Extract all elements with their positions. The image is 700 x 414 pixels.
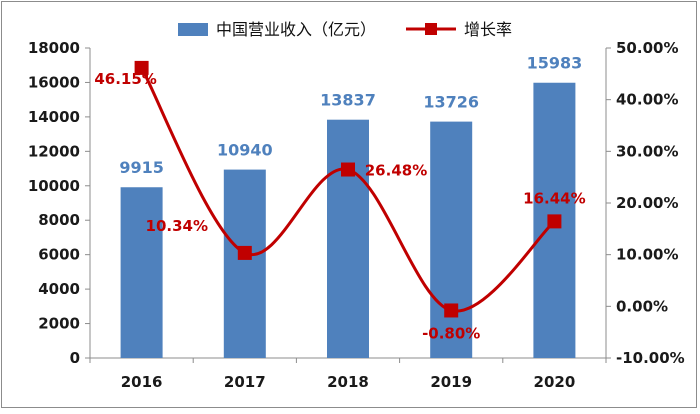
left-tick-label: 10000	[28, 177, 80, 195]
left-tick-label: 4000	[38, 280, 80, 298]
growth-value-label: 46.15%	[94, 70, 156, 88]
left-tick-label: 2000	[38, 315, 80, 333]
right-tick-label: 50.00%	[616, 39, 678, 57]
x-tick-label: 2017	[224, 373, 266, 391]
left-tick-label: 8000	[38, 211, 80, 229]
growth-value-label: 16.44%	[523, 189, 585, 207]
legend: 中国营业收入（亿元） 增长率	[178, 20, 512, 39]
growth-value-label: 26.48%	[365, 162, 427, 180]
growth-marker-2019	[444, 303, 459, 318]
line-series	[134, 60, 562, 318]
legend-label-growth: 增长率	[464, 20, 512, 39]
axes: 0 2000 4000 6000 8000 10000 12000 14000 16000 180…	[28, 39, 685, 391]
right-tick-label: 30.00%	[616, 142, 678, 160]
x-tick-label: 2019	[430, 373, 472, 391]
chart-frame: 中国营业收入（亿元） 增长率 0 2000 4000 6000 8000 10000 120…	[1, 1, 697, 408]
growth-marker-2017	[237, 245, 252, 260]
left-tick-label: 16000	[28, 73, 80, 91]
left-tick-label: 0	[70, 349, 80, 367]
x-tick-label: 2020	[534, 373, 576, 391]
legend-swatch-revenue	[178, 23, 208, 36]
left-tick-label: 14000	[28, 108, 80, 126]
right-tick-label: 40.00%	[616, 91, 678, 109]
bar-2017	[223, 169, 266, 358]
data-labels: 9915 10940 13837 13726 15983 46.15% 10.34% 26.4…	[94, 54, 585, 343]
bar-2019	[430, 121, 473, 358]
right-tick-label: 10.00%	[616, 246, 678, 264]
legend-label-revenue: 中国营业收入（亿元）	[216, 20, 376, 39]
right-tick-label: -10.00%	[616, 349, 685, 367]
bar-2016	[120, 187, 163, 358]
legend-marker-growth	[425, 23, 437, 35]
bar-value-label: 9915	[119, 158, 164, 177]
growth-marker-2020	[547, 214, 562, 229]
x-tick-label: 2016	[121, 373, 163, 391]
x-tick-label: 2018	[327, 373, 369, 391]
left-tick-label: 6000	[38, 246, 80, 264]
growth-value-label: 10.34%	[146, 217, 208, 235]
growth-marker-2018	[341, 162, 355, 177]
combo-chart: 中国营业收入（亿元） 增长率 0 2000 4000 6000 8000 10000 120…	[28, 20, 685, 391]
right-tick-label: 20.00%	[616, 194, 678, 212]
bar-value-label: 10940	[217, 141, 273, 160]
bar-value-label: 13726	[423, 93, 479, 112]
left-tick-label: 18000	[28, 39, 80, 57]
bar-value-label: 13837	[320, 91, 376, 110]
growth-value-label: -0.80%	[422, 324, 480, 342]
bar-value-label: 15983	[527, 54, 583, 73]
right-tick-label: 0.00%	[616, 297, 668, 315]
growth-marker-2016	[134, 60, 149, 75]
bar-2018	[327, 119, 369, 359]
bar-series	[120, 82, 576, 359]
left-tick-label: 12000	[28, 142, 80, 160]
